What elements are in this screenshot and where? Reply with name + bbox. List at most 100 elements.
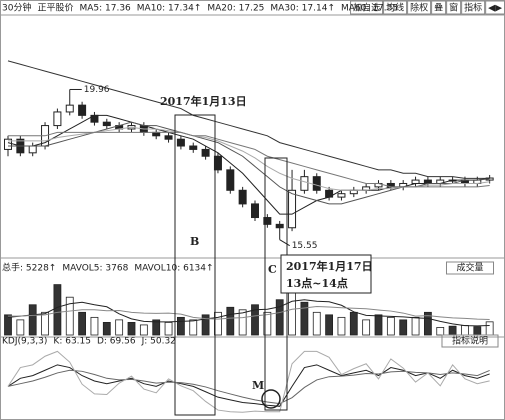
legend-entry: 30分钟 xyxy=(2,2,31,14)
volume-bar xyxy=(461,325,469,336)
volume-bar xyxy=(337,316,346,336)
panel-button[interactable]: 指标说明 xyxy=(452,335,488,347)
volume-bar xyxy=(214,311,222,336)
candle-body xyxy=(226,169,235,191)
indicator-line xyxy=(8,306,490,321)
volume-bar xyxy=(201,314,210,336)
toolbar-button[interactable]: 加自选 xyxy=(353,2,380,14)
volume-bar xyxy=(115,319,124,336)
volume-bar xyxy=(300,301,309,336)
volume-bar xyxy=(411,316,420,336)
legend-entry: MA60: 17.35 xyxy=(341,4,398,14)
toolbar-button[interactable]: 除权 xyxy=(410,2,428,14)
callout xyxy=(280,254,372,294)
volume-bar xyxy=(485,321,494,336)
legend-entry: KDJ(9,3,3) xyxy=(2,337,47,347)
toolbar-button-frame[interactable] xyxy=(431,0,447,15)
candle-body xyxy=(4,138,12,150)
legend-entry: MAVOL10: 6134↑ xyxy=(134,264,213,274)
legend-entry: K: 63.15 xyxy=(53,337,91,347)
toolbar-button-frame[interactable] xyxy=(461,0,486,15)
legend-entry: D: 69.56 xyxy=(97,337,136,347)
volume-bar xyxy=(164,321,173,336)
candle-body xyxy=(349,189,358,195)
indicator-line xyxy=(7,350,490,413)
volume-bar xyxy=(362,319,371,336)
annotation: 2017年1月13日 xyxy=(160,94,247,108)
indicator-line xyxy=(7,114,490,215)
price-label: 19.96 xyxy=(84,85,110,95)
indicator-line xyxy=(7,299,490,327)
legend-entry: MA20: 17.25 xyxy=(207,4,264,14)
candle-body xyxy=(263,217,272,225)
volume-bar xyxy=(386,316,395,336)
candle-body xyxy=(288,189,297,229)
candle-body xyxy=(275,223,284,229)
toolbar-button[interactable]: ◀▶ xyxy=(488,4,502,14)
legend-entry: 总手: 5228↑ xyxy=(2,262,56,274)
volume-bar xyxy=(423,311,432,336)
legend-entry: 正平股价 xyxy=(37,3,73,14)
legend-entry: MAVOL5: 3768 xyxy=(62,264,128,274)
candle-body xyxy=(102,121,111,127)
candle-body xyxy=(53,111,62,127)
volume-bar xyxy=(473,326,482,336)
indicator-line xyxy=(7,369,490,405)
toolbar-button-frame[interactable] xyxy=(407,0,432,15)
circle-m xyxy=(261,389,281,409)
volume-bar xyxy=(399,319,408,336)
volume-bar xyxy=(176,316,185,336)
price-label: 15.55 xyxy=(292,241,318,251)
toolbar-button[interactable]: 指标 xyxy=(464,2,482,14)
candle-body xyxy=(201,148,210,157)
candle-body xyxy=(78,104,87,116)
volume-bar xyxy=(325,314,334,336)
indicator-line xyxy=(7,60,490,179)
candle-body xyxy=(238,189,247,205)
volume-bar xyxy=(436,327,445,336)
candle-body xyxy=(300,176,309,191)
volume-bar xyxy=(16,319,25,336)
annotation: M xyxy=(252,379,264,392)
indicator-line xyxy=(8,131,490,188)
candle-body xyxy=(28,145,37,154)
panel-button-frame[interactable] xyxy=(445,261,495,275)
volume-bar xyxy=(189,319,198,336)
legend-entry: MA5: 17.36 xyxy=(79,4,131,14)
candle-body xyxy=(152,131,161,137)
volume-bar xyxy=(312,311,321,336)
box-b xyxy=(174,114,216,416)
panel-button-frame[interactable] xyxy=(441,334,499,348)
candle-body xyxy=(176,138,185,147)
toolbar-button[interactable]: 窗 xyxy=(449,2,458,14)
volume-bar xyxy=(275,299,284,336)
volume-bar xyxy=(78,311,86,336)
candle-body xyxy=(65,104,74,113)
toolbar-button-frame[interactable] xyxy=(350,0,384,15)
panel-button[interactable]: 成交量 xyxy=(456,262,483,274)
candle-body xyxy=(312,176,321,191)
leader xyxy=(279,239,290,247)
candle-body xyxy=(423,179,432,184)
volume-bar xyxy=(152,319,161,336)
legend-entry: MA30: 17.14↑ xyxy=(270,4,335,14)
volume-bar xyxy=(102,321,111,336)
volume-bar xyxy=(238,309,247,336)
volume-bar xyxy=(127,321,136,336)
toolbar-button[interactable]: 均线 xyxy=(386,2,404,14)
volume-bar xyxy=(374,314,383,336)
toolbar-button-frame[interactable] xyxy=(446,0,462,15)
volume-bar xyxy=(251,304,259,336)
toolbar-button[interactable]: 叠 xyxy=(434,3,443,14)
volume-bar xyxy=(226,306,235,336)
candle-body xyxy=(164,135,173,140)
toolbar-button-frame[interactable] xyxy=(383,0,408,15)
annotation: 2017年1月17日 xyxy=(286,259,373,273)
volume-bar xyxy=(139,324,148,336)
candle-body xyxy=(411,179,420,184)
candle-body xyxy=(251,203,259,219)
annotation: 13点~14点 xyxy=(286,276,348,290)
indicator-line xyxy=(7,364,490,407)
legend-entry: J: 50.32 xyxy=(141,337,176,347)
legend-entry: MA10: 17.34↑ xyxy=(137,4,202,14)
